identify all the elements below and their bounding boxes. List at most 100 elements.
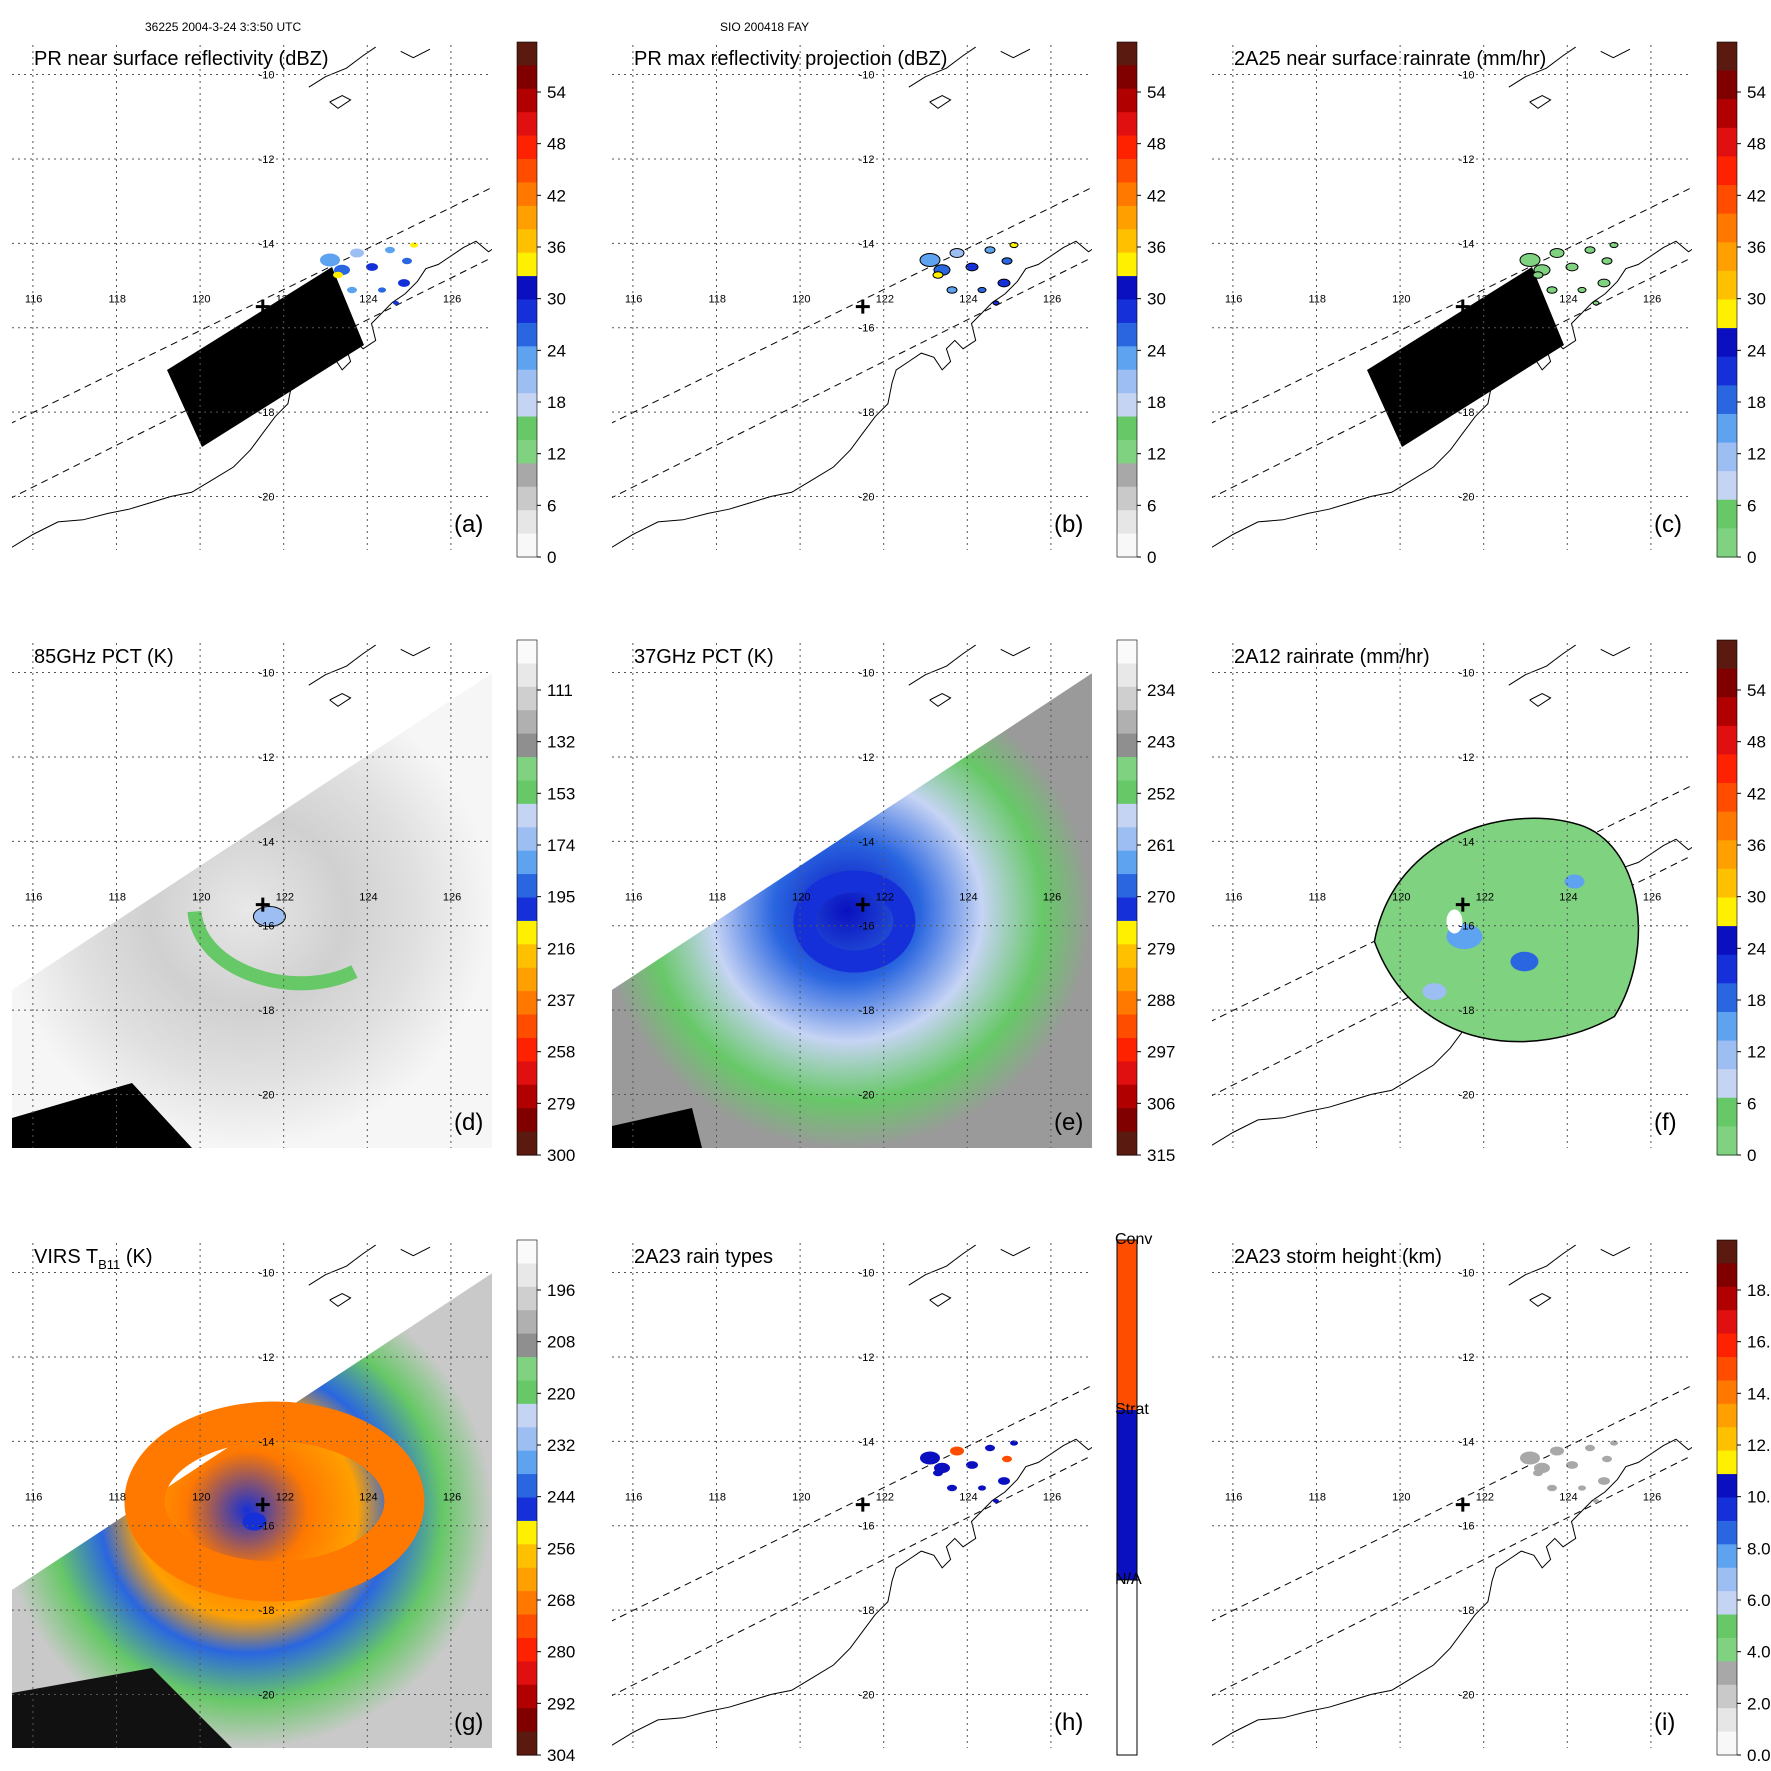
lon-label: 120	[192, 294, 210, 306]
colorbar-frame	[516, 639, 538, 1156]
lon-label: 122	[876, 294, 894, 306]
echo-cell	[993, 1499, 999, 1503]
lon-label: 124	[959, 892, 977, 904]
no-data-region	[1367, 267, 1564, 447]
lon-label: 122	[1476, 892, 1494, 904]
colorbar-tick-label: 24	[1147, 341, 1166, 360]
island-outline	[1000, 646, 1031, 657]
colorbar-segment	[1717, 1520, 1737, 1545]
panel-letter: (d)	[454, 1109, 483, 1136]
colorbar-segment	[517, 135, 537, 160]
colorbar-segment	[517, 346, 537, 371]
lon-label: 124	[359, 294, 377, 306]
colorbar-tick-label: 54	[1747, 681, 1766, 700]
island-outline	[1529, 1293, 1552, 1307]
colorbar-segment	[517, 1131, 537, 1156]
lon-label: 120	[192, 892, 210, 904]
colorbar-tick-label: 220	[547, 1384, 575, 1403]
panel-title: 2A25 near surface rainrate (mm/hr)	[1234, 48, 1546, 70]
echo-cell	[1532, 271, 1544, 279]
colorbar-tick-label: 0	[1747, 548, 1756, 567]
lat-label: -12	[259, 1352, 275, 1364]
lon-label: 122	[876, 892, 894, 904]
colorbar-tick-label: 42	[1747, 784, 1766, 803]
lon-label: 120	[1392, 892, 1410, 904]
colorbar-segment	[1717, 1544, 1737, 1569]
colorbar-segment	[517, 686, 537, 711]
colorbar-segment	[517, 42, 537, 67]
lat-label: -12	[859, 752, 875, 764]
echo-cell	[1602, 1455, 1612, 1463]
panel-map: 116 118 120 122 124 126 -10 -12 -14 -16 -18 -20	[1212, 45, 1692, 550]
colorbar-tick-label: 268	[547, 1591, 575, 1610]
colorbar-segment	[1117, 393, 1137, 418]
colorbar-segment	[1717, 668, 1737, 698]
panel-title: VIRS TB11 (K)	[34, 1246, 152, 1272]
colorbar-segment	[1717, 1474, 1737, 1499]
storm-center-marker	[1455, 1497, 1470, 1512]
lon-label: 120	[792, 892, 810, 904]
panel-letter: (c)	[1654, 511, 1682, 538]
colorbar-tick-label: 237	[547, 991, 575, 1010]
lon-label: 124	[959, 1492, 977, 1504]
colorbar-segment	[517, 205, 537, 230]
colorbar-segment	[1717, 1126, 1737, 1156]
colorbar-tick-label: 256	[547, 1539, 575, 1558]
colorbar-tick-label: 36	[1747, 238, 1766, 257]
colorbar-segment	[1717, 1497, 1737, 1522]
colorbar-segment	[1117, 252, 1137, 277]
lat-label: -20	[259, 1090, 275, 1102]
panel-title: 85GHz PCT (K)	[34, 646, 174, 668]
colorbar-tick-label: 244	[547, 1488, 575, 1507]
colorbar-segment	[1117, 897, 1137, 922]
lat-label: -16	[859, 323, 875, 335]
colorbar-segment	[1117, 510, 1137, 535]
lon-label: 126	[1643, 1492, 1661, 1504]
colorbar-segment	[1117, 42, 1137, 67]
storm-center-marker	[1455, 299, 1470, 314]
lat-label: -14	[859, 238, 875, 250]
coastline	[612, 240, 1092, 548]
colorbar-segment	[1717, 1450, 1737, 1475]
lat-label: -10	[1459, 668, 1475, 680]
lon-label: 116	[25, 892, 43, 904]
colorbar-frame	[1716, 1239, 1738, 1756]
colorbar-segment	[1117, 135, 1137, 160]
colorbar-segment	[517, 1357, 537, 1382]
lat-label: -18	[1459, 1605, 1475, 1617]
colorbar: 54 48 42 36 30 24 18 12 6 0	[1116, 41, 1166, 567]
lon-label: 122	[276, 892, 294, 904]
colorbar-segment	[1717, 1684, 1737, 1709]
lon-label: 124	[959, 294, 977, 306]
rain-cell	[1510, 951, 1539, 972]
colorbar: 196 208 220 232 244 256 268 280 292 304	[516, 1239, 575, 1765]
panel-i: 116 118 120 122 124 126 -10 -12 -14 -16 -18 -20 2A23…	[1212, 1239, 1771, 1765]
lon-label: 118	[1309, 294, 1327, 306]
colorbar-frame	[1716, 41, 1738, 558]
colorbar-segment	[517, 1108, 537, 1133]
echo-cell	[946, 286, 958, 294]
echo-cell	[1533, 1469, 1543, 1477]
colorbar-tick-label: 10.0	[1747, 1488, 1771, 1507]
colorbar-segment	[517, 88, 537, 113]
colorbar-tick-label: 6	[1747, 496, 1756, 515]
colorbar-tick-label: 279	[1147, 939, 1175, 958]
colorbar-tick-label: 54	[1147, 83, 1166, 102]
satellite-swath	[12, 1273, 492, 1748]
colorbar-segment	[1717, 1731, 1737, 1756]
lat-label: -20	[1459, 1090, 1475, 1102]
echo-cell	[402, 257, 412, 265]
lon-label: 120	[792, 294, 810, 306]
colorbar: 54 48 42 36 30 24 18 12 6 0	[1716, 639, 1766, 1165]
storm-id-label: SIO 200418 FAY	[720, 20, 810, 34]
colorbar-segment	[517, 780, 537, 805]
lat-label: -16	[859, 921, 875, 933]
colorbar-tick-label: 48	[547, 135, 566, 154]
no-data-region	[167, 267, 364, 447]
lat-label: -20	[859, 492, 875, 504]
lat-label: -16	[1459, 323, 1475, 335]
colorbar-segment	[517, 1450, 537, 1475]
colorbar-tick-label: 24	[547, 341, 566, 360]
echo-cell	[977, 286, 987, 294]
colorbar-tick-label: 304	[547, 1746, 575, 1765]
